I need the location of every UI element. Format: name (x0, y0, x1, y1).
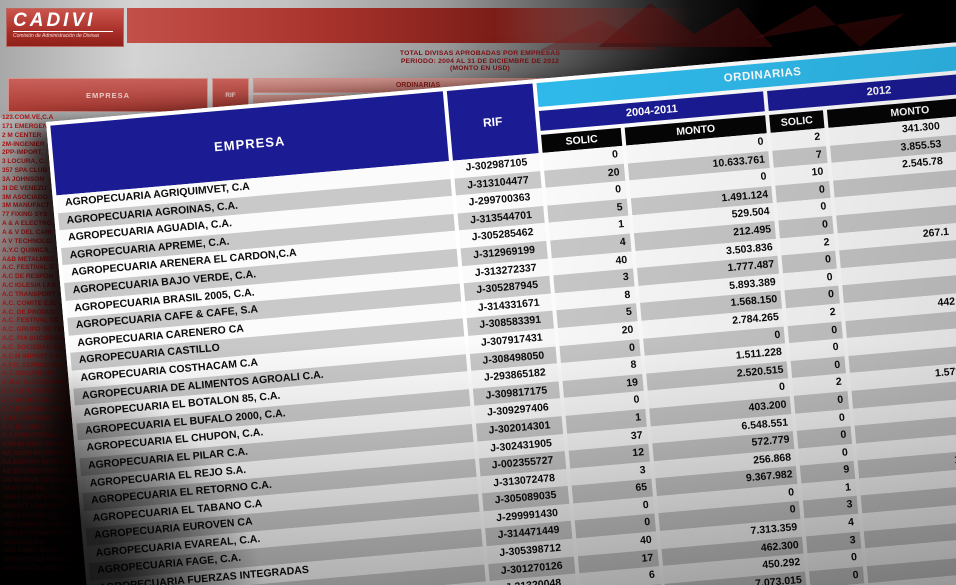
background-table-empresa-header: EMPRESA (8, 78, 208, 112)
table-body: AGROPECUARIA AGRIQUIMVET, C.A J-302987105… (56, 113, 956, 585)
rif-column-header: RIF (446, 83, 539, 161)
logo-divider (13, 31, 113, 32)
report-heading: TOTAL DIVISAS APROBADAS POR EMPRESAS PER… (330, 50, 630, 73)
red-banner (127, 8, 693, 43)
report-heading-line3: (MONTO EN USD) (449, 65, 511, 73)
cadivi-logo-title: CADIVI (13, 10, 96, 31)
report-heading-line2: PERIODO: 2004 AL 31 DE DICIEMBRE DE 2012 (400, 57, 560, 65)
cadivi-logo: CADIVI Comisión de Administración de Div… (6, 8, 124, 47)
report-heading-line1: TOTAL DIVISAS APROBADAS POR EMPRESAS (399, 50, 561, 57)
cadivi-logo-subtitle: Comisión de Administración de Divisas (13, 33, 100, 39)
main-table: EMPRESA RIF ORDINARIAS 2004-2011 2012 SO… (46, 39, 956, 585)
